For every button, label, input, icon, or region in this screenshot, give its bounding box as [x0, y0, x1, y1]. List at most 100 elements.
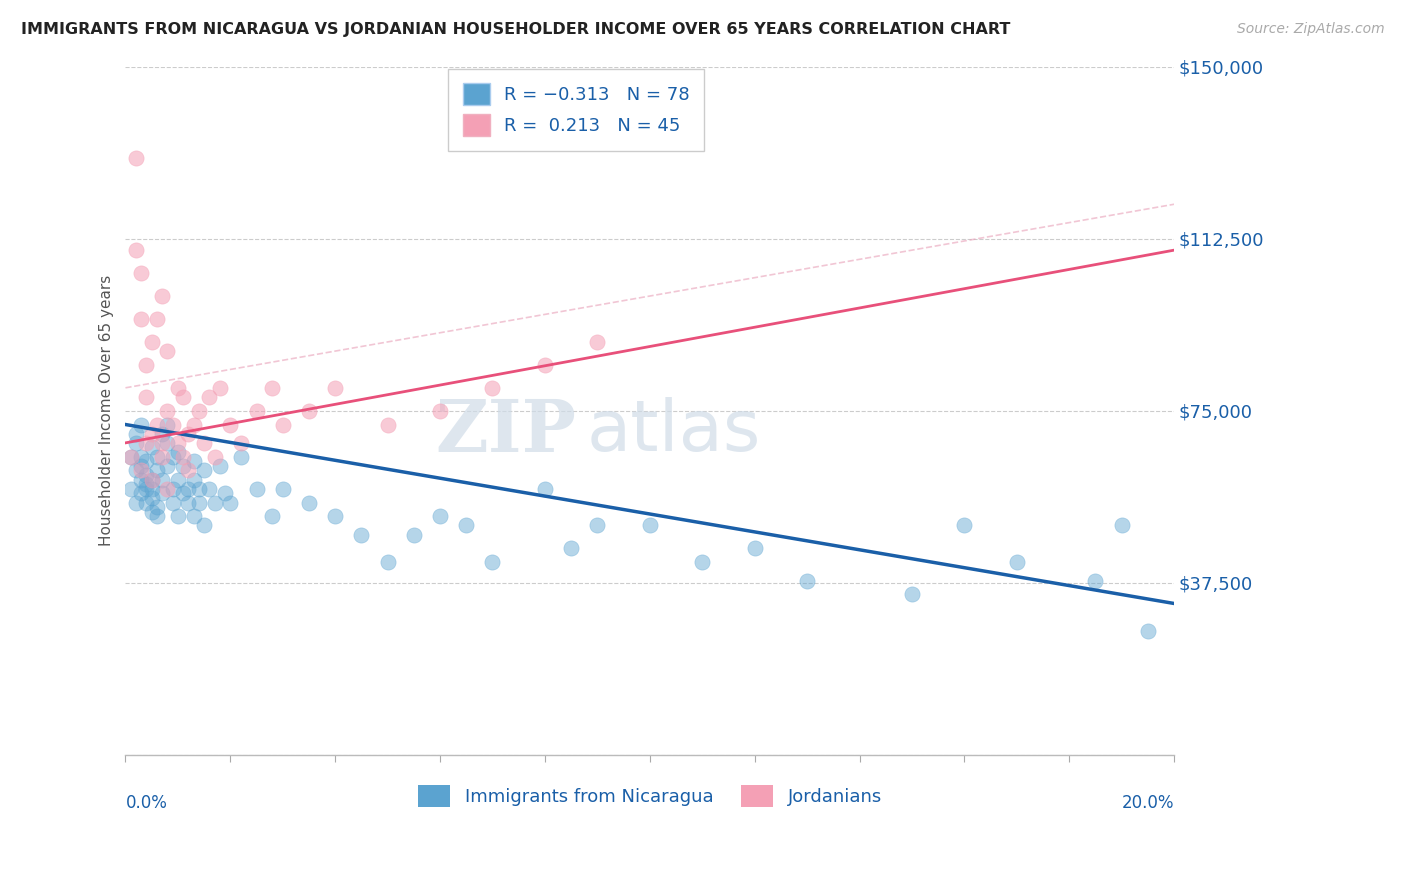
- Point: [953, 518, 976, 533]
- Point: [150, 450, 173, 464]
- Point: [214, 486, 236, 500]
- Point: [135, 358, 157, 372]
- Point: [167, 435, 190, 450]
- Point: [135, 495, 157, 509]
- Point: [167, 445, 190, 459]
- Point: [125, 243, 148, 257]
- Legend: Immigrants from Nicaragua, Jordanians: Immigrants from Nicaragua, Jordanians: [411, 778, 889, 814]
- Point: [156, 458, 179, 473]
- Point: [167, 473, 190, 487]
- Point: [162, 482, 184, 496]
- Point: [129, 486, 152, 500]
- Point: [350, 527, 373, 541]
- Point: [120, 482, 142, 496]
- Point: [141, 441, 163, 455]
- Point: [156, 417, 179, 432]
- Point: [135, 390, 157, 404]
- Point: [177, 426, 200, 441]
- Point: [429, 403, 451, 417]
- Point: [323, 509, 346, 524]
- Point: [298, 403, 321, 417]
- Point: [172, 458, 194, 473]
- Point: [377, 417, 399, 432]
- Y-axis label: Householder Income Over 65 years: Householder Income Over 65 years: [100, 275, 114, 547]
- Point: [198, 390, 221, 404]
- Point: [298, 495, 321, 509]
- Point: [172, 486, 194, 500]
- Point: [229, 435, 252, 450]
- Point: [120, 450, 142, 464]
- Point: [129, 450, 152, 464]
- Point: [262, 509, 284, 524]
- Point: [146, 450, 169, 464]
- Point: [167, 381, 190, 395]
- Point: [481, 555, 503, 569]
- Point: [129, 266, 152, 280]
- Point: [1136, 624, 1159, 638]
- Point: [183, 473, 205, 487]
- Point: [120, 450, 142, 464]
- Point: [560, 541, 582, 556]
- Point: [177, 482, 200, 496]
- Point: [183, 454, 205, 468]
- Point: [150, 426, 173, 441]
- Point: [125, 463, 148, 477]
- Point: [141, 482, 163, 496]
- Point: [125, 426, 148, 441]
- Point: [146, 463, 169, 477]
- Point: [534, 358, 557, 372]
- Point: [219, 495, 242, 509]
- Text: 20.0%: 20.0%: [1122, 794, 1174, 812]
- Point: [638, 518, 661, 533]
- Point: [167, 509, 190, 524]
- Point: [156, 435, 179, 450]
- Point: [187, 403, 209, 417]
- Point: [141, 426, 163, 441]
- Point: [125, 152, 148, 166]
- Point: [146, 312, 169, 326]
- Point: [141, 473, 163, 487]
- Point: [146, 500, 169, 515]
- Point: [219, 417, 242, 432]
- Point: [187, 495, 209, 509]
- Point: [901, 587, 924, 601]
- Point: [262, 381, 284, 395]
- Point: [402, 527, 425, 541]
- Point: [1084, 574, 1107, 588]
- Point: [156, 482, 179, 496]
- Point: [129, 473, 152, 487]
- Point: [172, 390, 194, 404]
- Point: [146, 509, 169, 524]
- Point: [208, 458, 231, 473]
- Point: [1111, 518, 1133, 533]
- Point: [150, 473, 173, 487]
- Point: [198, 482, 221, 496]
- Point: [125, 435, 148, 450]
- Text: Source: ZipAtlas.com: Source: ZipAtlas.com: [1237, 22, 1385, 37]
- Point: [135, 477, 157, 491]
- Point: [183, 509, 205, 524]
- Point: [129, 417, 152, 432]
- Point: [135, 468, 157, 483]
- Point: [141, 505, 163, 519]
- Point: [204, 495, 226, 509]
- Point: [429, 509, 451, 524]
- Text: IMMIGRANTS FROM NICARAGUA VS JORDANIAN HOUSEHOLDER INCOME OVER 65 YEARS CORRELAT: IMMIGRANTS FROM NICARAGUA VS JORDANIAN H…: [21, 22, 1011, 37]
- Point: [187, 482, 209, 496]
- Point: [141, 473, 163, 487]
- Text: atlas: atlas: [586, 397, 761, 466]
- Point: [1005, 555, 1028, 569]
- Point: [245, 403, 267, 417]
- Point: [534, 482, 557, 496]
- Point: [150, 289, 173, 303]
- Point: [456, 518, 478, 533]
- Text: 0.0%: 0.0%: [125, 794, 167, 812]
- Point: [177, 463, 200, 477]
- Point: [135, 435, 157, 450]
- Point: [690, 555, 713, 569]
- Point: [193, 518, 215, 533]
- Point: [183, 417, 205, 432]
- Point: [162, 450, 184, 464]
- Point: [146, 417, 169, 432]
- Point: [162, 417, 184, 432]
